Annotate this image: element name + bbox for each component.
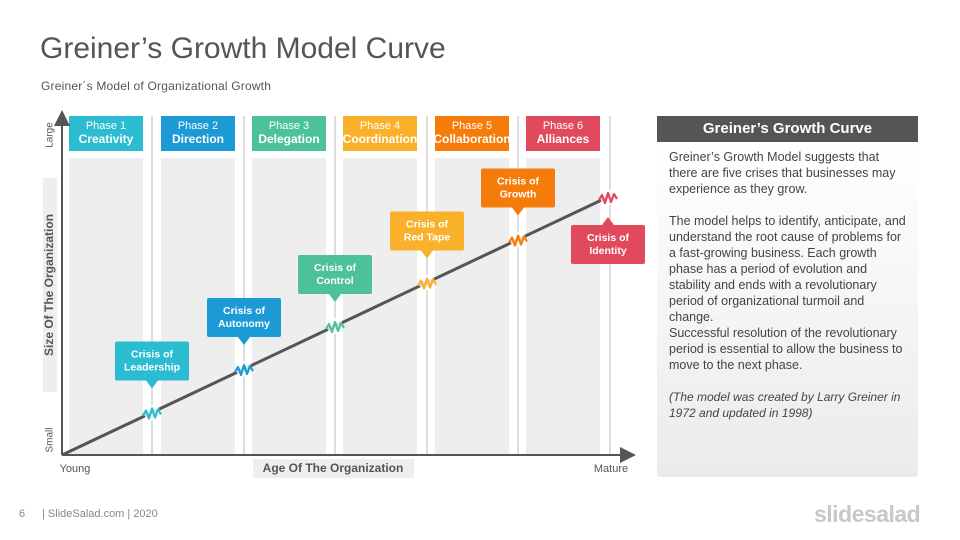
callout-text: Crisis of [314,262,357,274]
crisis-zigzag [142,407,162,420]
callout-text: Growth [500,188,537,200]
phase-number: Phase 1 [86,120,126,132]
phase-column [343,158,417,455]
phase-name: Delegation [258,132,319,146]
callout-pointer [146,380,158,389]
crisis-zigzag [417,277,437,290]
callout-text: Crisis of [497,175,540,187]
crisis-zigzag [234,363,254,377]
phase-number: Phase 4 [360,120,400,132]
subtitle: Greiner´s Model of Organizational Growth [41,79,272,93]
phase-box [69,116,143,151]
phase-box [343,116,417,151]
page-number: 6 [19,508,26,520]
callout-box [571,225,645,264]
y-axis-top: Large [45,122,56,148]
paragraph: Greiner’s Growth Model suggests that the… [669,150,896,196]
crisis-zigzag [508,234,528,247]
callout-pointer [512,207,524,216]
callout-box [207,298,281,337]
phase-number: Phase 5 [452,120,492,132]
phase-name: Coordination [343,132,418,146]
callout-pointer [238,337,250,345]
callout-pointer [329,294,341,302]
y-axis-bottom: Small [45,427,56,452]
callout-pointer [602,217,614,225]
x-axis-left: Young [60,463,91,475]
callout-text: Crisis of [587,232,630,244]
callout-text: Crisis of [131,348,174,360]
phase-name: Creativity [79,132,134,146]
callout-box [390,211,464,251]
phase-box [252,116,326,151]
panel-title: Greiner’s Growth Curve [657,116,918,142]
phase-name: Collaboration [433,132,510,146]
paragraph: Successful resolution of the revolutiona… [669,326,903,372]
title: Greiner’s Growth Model Curve [40,32,446,65]
crisis-zigzag [325,320,345,334]
callout-text: Crisis of [406,218,449,230]
phase-number: Phase 6 [543,120,583,132]
callout-pointer [421,250,433,259]
note: (The model was created by Larry Greiner … [669,390,901,420]
panel [657,142,918,477]
phase-name: Direction [172,132,224,146]
logo: slidesalad [814,501,921,527]
callout-text: Red Tape [404,231,451,243]
callout-text: Crisis of [223,305,266,317]
phase-box [526,116,600,151]
phase-number: Phase 2 [178,120,218,132]
phase-box [161,116,235,151]
phase-name: Alliances [537,132,590,146]
phase-column [69,158,143,455]
y-axis-label-bg [43,178,57,392]
phase-number: Phase 3 [269,120,309,132]
crisis-zigzag [598,191,618,205]
x-axis-label: Age Of The Organization [263,461,404,475]
phase-box [435,116,509,151]
callout-box [298,255,372,294]
callout-text: Leadership [124,361,180,373]
callout-text: Identity [589,245,626,257]
callout-text: Control [316,275,353,287]
footer-source: | SlideSalad.com | 2020 [42,508,158,520]
callout-text: Autonomy [218,318,270,330]
x-axis-right: Mature [594,463,628,475]
callout-box [481,168,555,208]
y-axis-label: Size Of The Organization [42,214,56,356]
x-axis-label-bg [253,459,414,478]
panel-text: Greiner’s Growth Model suggests that the… [669,149,909,421]
paragraph: The model helps to identify, anticipate,… [669,214,906,324]
callout-box [115,341,189,381]
